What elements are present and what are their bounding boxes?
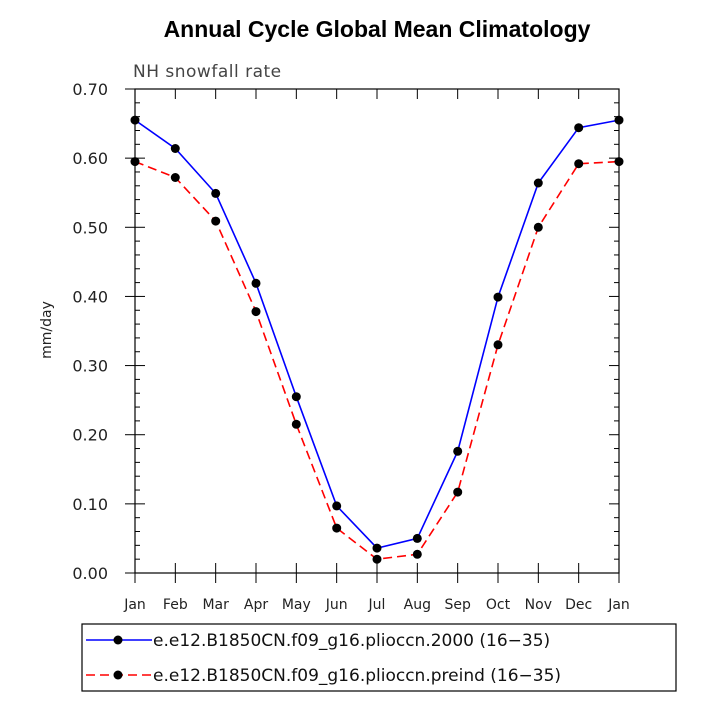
- series-1-point: [130, 115, 140, 125]
- series-1-point: [332, 501, 342, 511]
- x-tick-label: Oct: [486, 597, 511, 613]
- y-tick-label: 0.00: [72, 564, 108, 583]
- x-tick-label: Feb: [163, 597, 188, 613]
- y-tick-label: 0.40: [72, 287, 108, 306]
- y-tick-label: 0.10: [72, 495, 108, 514]
- series-1-point: [211, 188, 221, 198]
- series-1-point: [170, 144, 180, 153]
- x-tick-label: Jul: [368, 597, 386, 613]
- series-1-point: [493, 292, 503, 302]
- x-tick-label: Sep: [444, 597, 471, 613]
- series-1-point: [614, 115, 624, 125]
- series-2-point: [533, 222, 543, 232]
- series-1-point: [533, 178, 543, 188]
- series-2-point: [211, 216, 221, 226]
- legend-marker-2: [113, 670, 123, 680]
- chart-subtitle: NH snowfall rate: [133, 62, 282, 82]
- x-tick-labels: Jan Feb Mar Apr May Jun Jul Aug Sep Oct Nov Dec Jan: [123, 597, 630, 613]
- plot-frame: [134, 88, 620, 574]
- series-2-point: [251, 307, 261, 317]
- series-line-1: [134, 119, 620, 549]
- series-1-point: [412, 533, 422, 543]
- series-2-point: [453, 487, 463, 497]
- legend-label-2: e.e12.B1850CN.f09_g16.plioccn.preind (16…: [153, 666, 561, 686]
- x-tick-label: Dec: [565, 597, 592, 613]
- series-line-2: [134, 160, 620, 561]
- series-1-point: [372, 543, 382, 553]
- x-tick-label: Aug: [404, 597, 431, 613]
- series-1-point: [291, 392, 301, 402]
- y-tick-label: 0.50: [72, 218, 108, 237]
- series-2-point: [332, 523, 342, 533]
- y-axis-label: mm/day: [39, 301, 55, 359]
- series-2-point: [412, 549, 422, 559]
- legend-box: [81, 623, 677, 692]
- axis-ticks: [125, 88, 620, 583]
- y-tick-label: 0.60: [72, 149, 108, 168]
- series-2-point: [291, 419, 301, 429]
- series-1-point: [453, 446, 463, 456]
- x-tick-label: Mar: [202, 597, 229, 613]
- x-tick-label: Jun: [325, 597, 348, 613]
- y-tick-label: 0.70: [72, 80, 108, 99]
- series-2-point: [493, 340, 503, 350]
- chart-title: Annual Cycle Global Mean Climatology: [164, 16, 591, 42]
- legend-marker-1: [113, 635, 123, 645]
- series-2-point: [170, 173, 180, 182]
- series-2-point: [614, 157, 624, 167]
- x-tick-label: Jan: [607, 597, 630, 613]
- series-1-point: [574, 123, 584, 133]
- series-2-point: [574, 159, 584, 169]
- x-tick-label: Apr: [244, 597, 268, 613]
- y-tick-labels: 0.00 0.10 0.20 0.30 0.40 0.50 0.60 0.70: [72, 80, 108, 583]
- legend: e.e12.B1850CN.f09_g16.plioccn.2000 (16−3…: [86, 631, 561, 686]
- series-layer: [130, 115, 624, 564]
- y-tick-label: 0.20: [72, 426, 108, 445]
- x-tick-label: May: [282, 597, 311, 613]
- series-1-point: [251, 278, 261, 288]
- series-2-point: [130, 157, 140, 167]
- x-tick-label: Nov: [525, 597, 552, 613]
- y-tick-label: 0.30: [72, 357, 108, 376]
- x-tick-label: Jan: [123, 597, 146, 613]
- legend-label-1: e.e12.B1850CN.f09_g16.plioccn.2000 (16−3…: [153, 631, 550, 651]
- series-2-point: [372, 554, 382, 564]
